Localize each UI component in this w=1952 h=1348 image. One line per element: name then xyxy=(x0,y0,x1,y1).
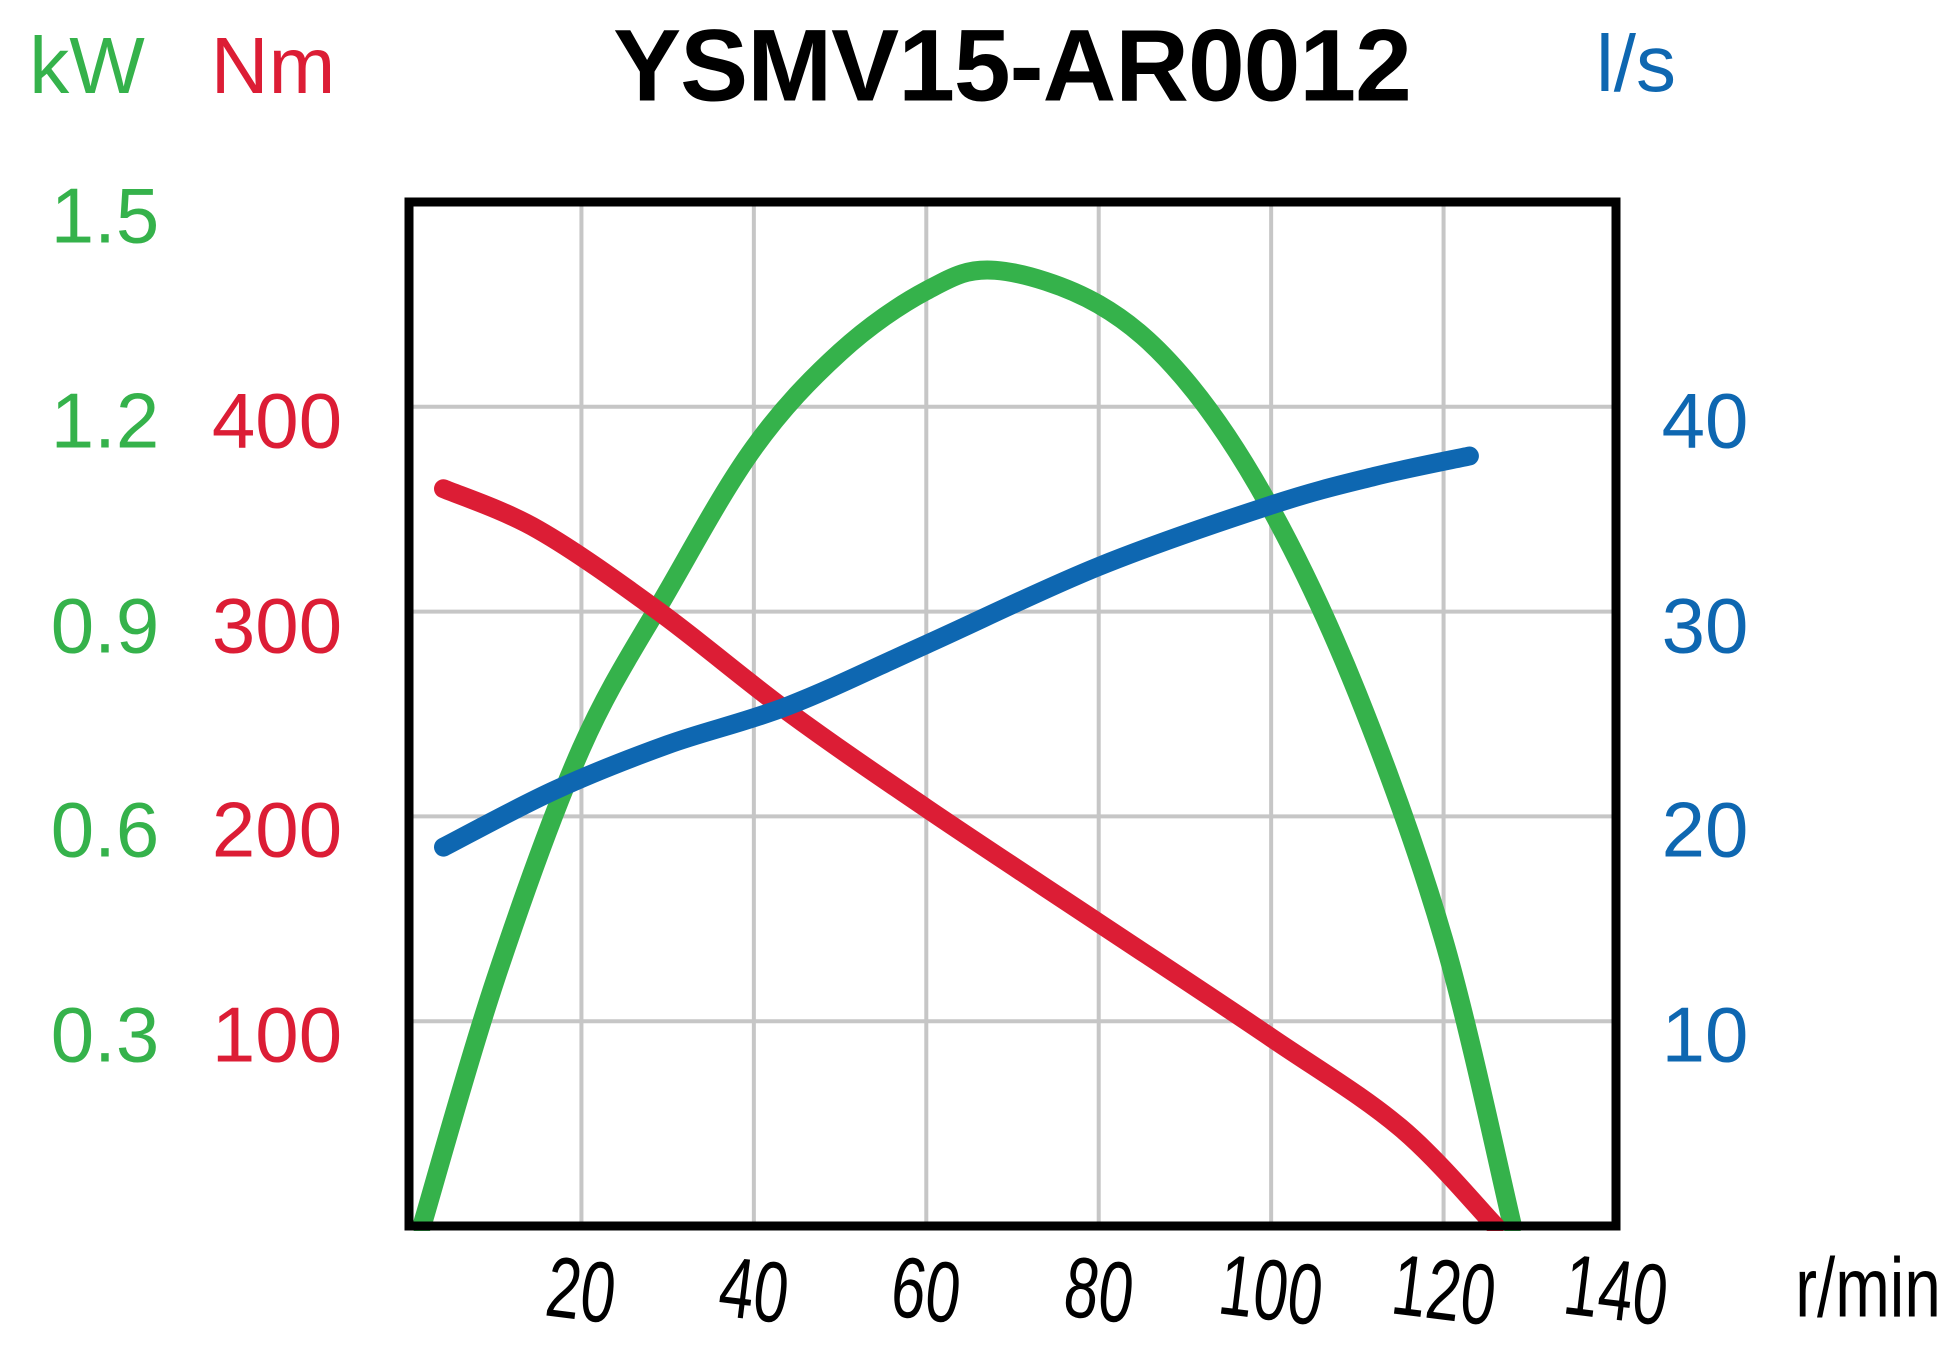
x-tick-label: 100 xyxy=(1214,1236,1329,1345)
plot-border xyxy=(404,197,1621,1231)
x-axis-unit: r/min xyxy=(1795,1240,1941,1335)
flow-curve xyxy=(434,446,1479,857)
x-tick-label: 40 xyxy=(713,1238,794,1343)
flow-tick-label: 20 xyxy=(1661,785,1749,874)
torque-tick-label: 300 xyxy=(211,581,343,670)
x-tick-label: 80 xyxy=(1058,1238,1139,1343)
flow-axis-unit: l/s xyxy=(1596,19,1676,108)
power-tick-label: 0.6 xyxy=(50,785,160,874)
torque-tick-label: 100 xyxy=(211,990,343,1079)
torque-curve xyxy=(434,479,1505,1231)
flow-tick-label: 40 xyxy=(1661,376,1749,465)
x-tick-label: 20 xyxy=(541,1238,622,1343)
torque-tick-label: 200 xyxy=(211,785,343,874)
torque-axis-unit: Nm xyxy=(210,21,336,110)
power-tick-label: 1.5 xyxy=(50,171,160,260)
power-tick-label: 0.3 xyxy=(50,990,160,1079)
x-tick-label: 140 xyxy=(1558,1236,1674,1345)
curves xyxy=(412,260,1522,1231)
flow-tick-label: 10 xyxy=(1661,990,1749,1079)
x-tick-label: 120 xyxy=(1386,1236,1501,1345)
power-tick-label: 1.2 xyxy=(50,376,160,465)
chart-title: YSMV15-AR0012 xyxy=(613,8,1412,123)
flow-tick-label: 30 xyxy=(1661,581,1749,670)
torque-tick-label: 400 xyxy=(211,376,343,465)
power-tick-label: 0.9 xyxy=(50,581,160,670)
x-tick-label: 60 xyxy=(886,1238,967,1343)
power-axis-unit: kW xyxy=(29,21,145,110)
